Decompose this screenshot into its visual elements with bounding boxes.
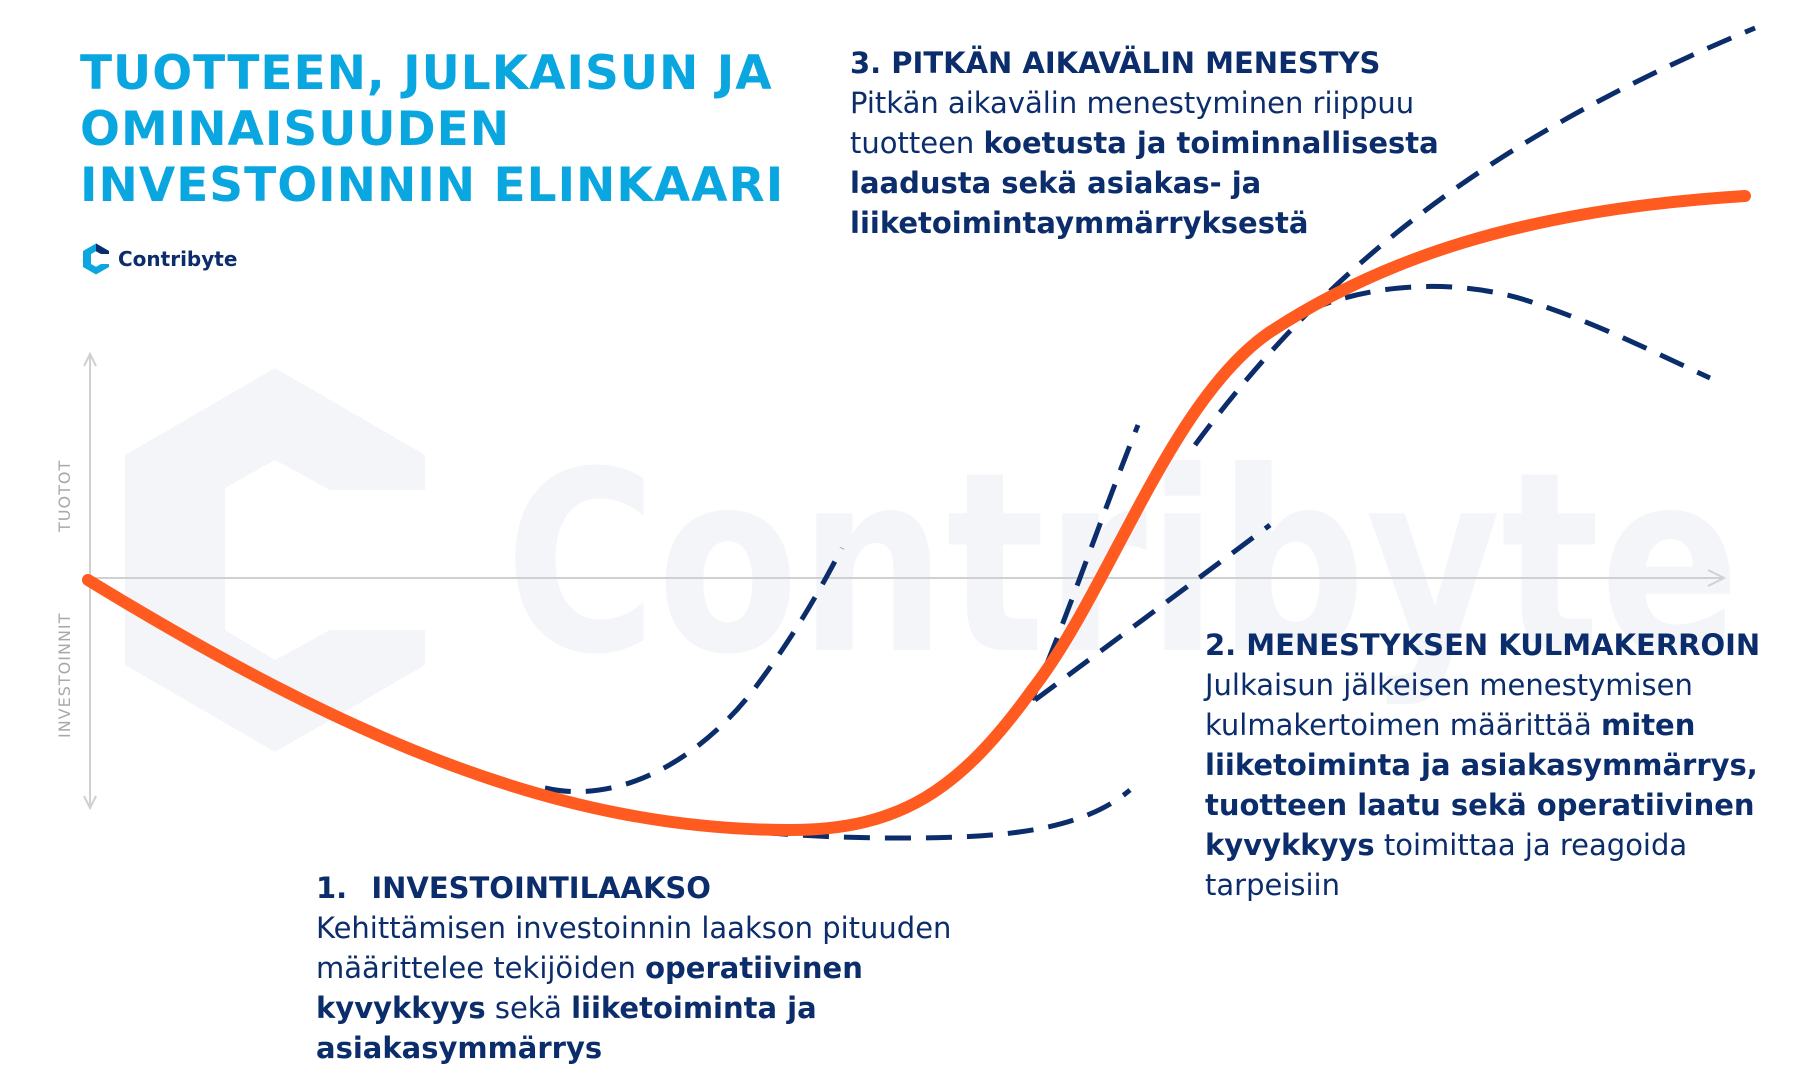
dashed-line-longterm-up: [1192, 25, 1756, 447]
y-axis-arrow-up: [83, 351, 97, 367]
logo-text: Contribyte: [118, 247, 238, 271]
section-longterm-text-2: koetusta ja toiminnallisesta laadusta se…: [850, 126, 1439, 240]
section-slope-text-3: toimittaa ja reagoida tarpeisiin: [1205, 828, 1688, 902]
y-axis-arrow-down: [83, 795, 97, 811]
section-longterm-success: 3. PITKÄN AIKAVÄLIN MENESTYS Pitkän aika…: [850, 43, 1470, 243]
section-valley-text-1: Kehittämisen investoinnin laakson pituud…: [316, 911, 952, 985]
section-valley-heading: 1. INVESTOINTILAAKSO: [316, 868, 1036, 908]
dashed-line-valley-long: [599, 788, 1132, 841]
dashed-line-gentle-slope: [1033, 522, 1272, 703]
title-line-3: INVESTOINNIN ELINKAARI: [80, 158, 785, 213]
dashed-line-longterm-down: [1268, 283, 1712, 381]
dashed-line-valley-early-up: [544, 546, 845, 794]
section-valley-heading-text: INVESTOINTILAAKSO: [371, 871, 711, 905]
section-success-slope: 2. MENESTYKSEN KULMAKERROIN Julkaisun jä…: [1205, 625, 1785, 905]
section-valley-text-3: sekä: [485, 991, 572, 1025]
y-axis-label-returns: TUOTOT: [55, 459, 74, 532]
section-investment-valley: 1. INVESTOINTILAAKSO Kehittämisen invest…: [316, 868, 1036, 1068]
watermark-logo-icon: [125, 368, 425, 752]
section-longterm-heading: 3. PITKÄN AIKAVÄLIN MENESTYS: [850, 46, 1381, 80]
section-slope-heading: 2. MENESTYKSEN KULMAKERROIN: [1205, 628, 1761, 662]
contribyte-logo-icon: [83, 243, 109, 275]
section-valley-text-4: liiketoiminta ja asiakasymmärrys: [316, 991, 817, 1065]
section-slope-text-2: miten liiketoiminta ja asiakasymmärrys, …: [1205, 708, 1758, 862]
title-line-1: TUOTTEEN, JULKAISUN JA: [80, 46, 773, 101]
section-valley-number: 1.: [316, 871, 348, 905]
dashed-line-steep-slope: [1029, 424, 1141, 701]
x-axis-arrow: [1707, 569, 1727, 587]
section-valley-text-2: operatiivinen kyvykkyys: [316, 951, 863, 1025]
section-slope-text-1: Julkaisun jälkeisen menestymisen kulmake…: [1205, 668, 1693, 742]
page-title: TUOTTEEN, JULKAISUN JA OMINAISUUDEN INVE…: [80, 46, 820, 214]
title-line-2: OMINAISUUDEN: [80, 102, 511, 157]
lifecycle-curve: [82, 190, 1751, 837]
brand-logo: Contribyte: [82, 243, 237, 275]
y-axis-label-investments: INVESTOINNIT: [55, 612, 74, 738]
section-longterm-text-1: Pitkän aikavälin menestyminen riippuu tu…: [850, 86, 1415, 160]
